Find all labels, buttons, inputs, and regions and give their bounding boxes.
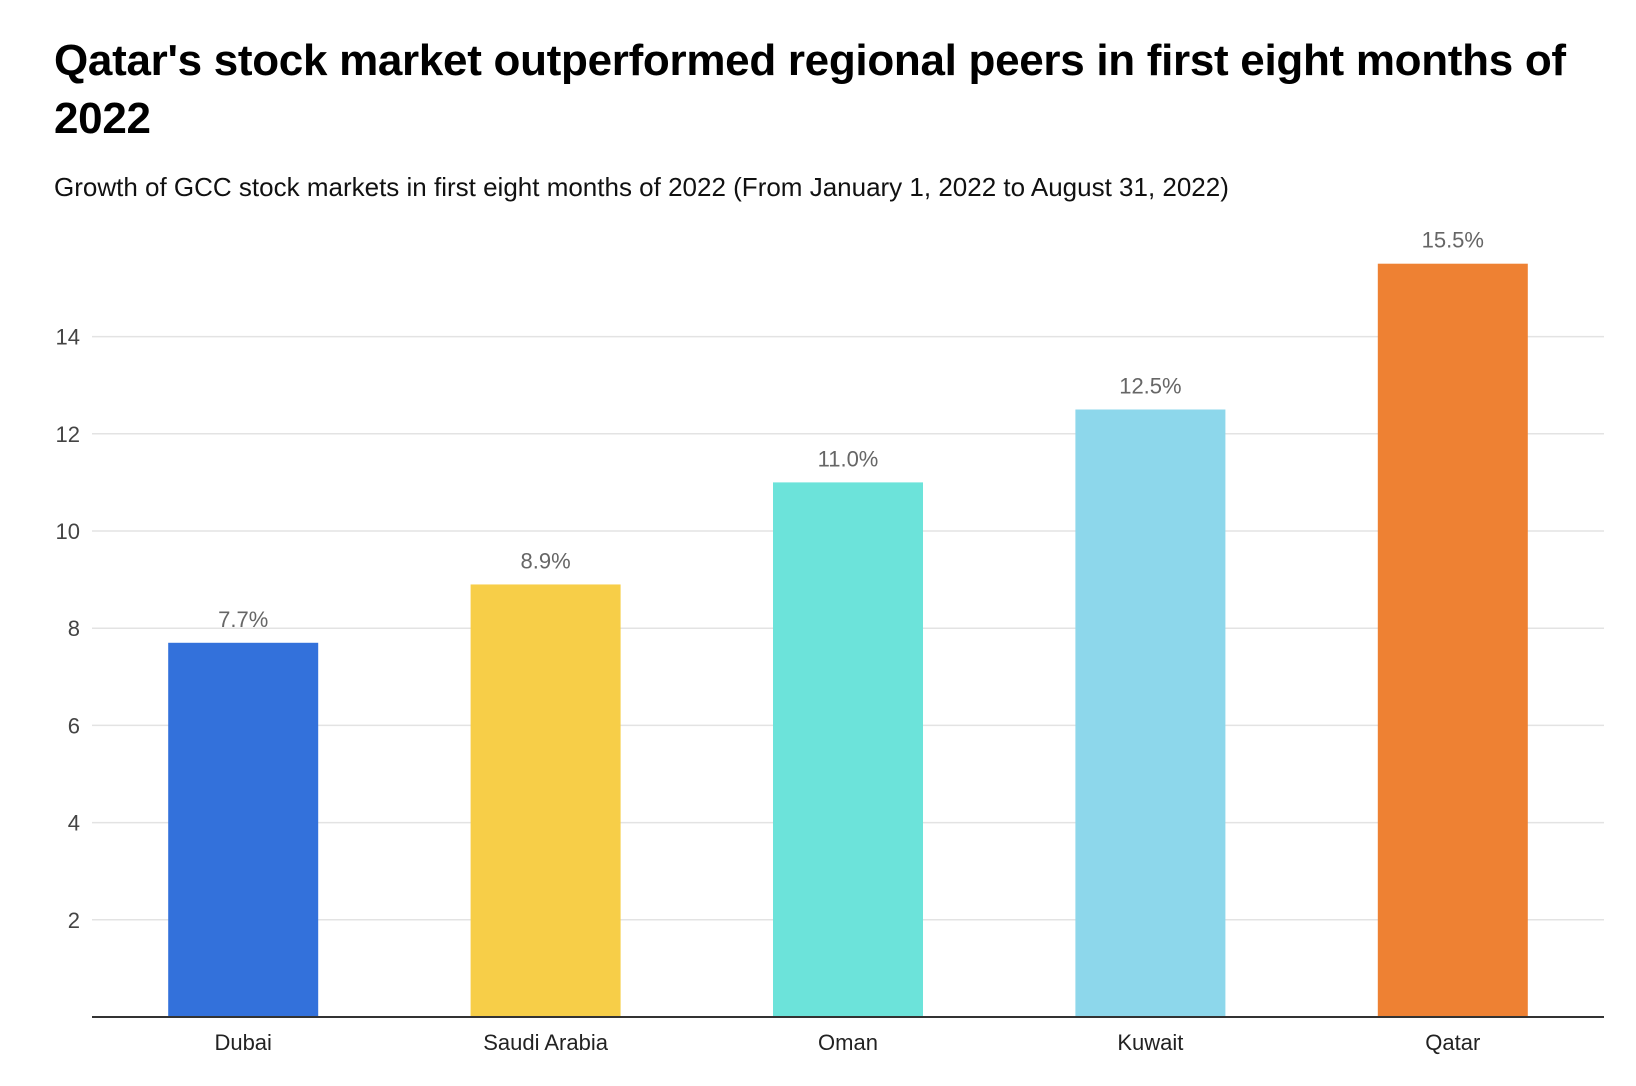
y-tick-label: 14 [56,325,80,350]
chart-title: Qatar's stock market outperformed region… [54,36,1566,143]
bar-oman[interactable] [773,482,923,1017]
bar-kuwait[interactable] [1075,409,1226,1018]
data-labels: 7.7% 8.9% 11.0% 12.5% 15.5% [218,228,1484,632]
bars [168,263,1528,1018]
y-tick-label: 6 [68,713,80,738]
y-tick-label: 2 [68,908,80,933]
x-axis-category-labels: Dubai Saudi Arabia Oman Kuwait Qatar [214,1030,1480,1055]
data-label-saudi-arabia: 8.9% [521,548,571,573]
y-axis-tick-labels: 2 4 6 8 10 12 14 [56,325,80,933]
data-label-kuwait: 12.5% [1119,374,1181,399]
bar-qatar[interactable] [1377,263,1528,1017]
x-category-label-saudi-arabia: Saudi Arabia [483,1030,609,1055]
y-tick-label: 4 [68,811,80,836]
y-tick-label: 10 [56,519,80,544]
x-category-label-oman: Oman [818,1030,878,1055]
bar-saudi-arabia[interactable] [470,584,621,1017]
x-category-label-qatar: Qatar [1425,1030,1480,1055]
x-category-label-dubai: Dubai [214,1030,271,1055]
x-category-label-kuwait: Kuwait [1117,1030,1183,1055]
chart-subtitle: Growth of GCC stock markets in first eig… [54,172,1229,202]
data-label-dubai: 7.7% [218,607,268,632]
data-label-qatar: 15.5% [1422,228,1484,253]
data-label-oman: 11.0% [818,446,879,471]
bar-dubai[interactable] [168,642,319,1017]
y-tick-label: 8 [68,616,80,641]
y-tick-label: 12 [56,422,80,447]
